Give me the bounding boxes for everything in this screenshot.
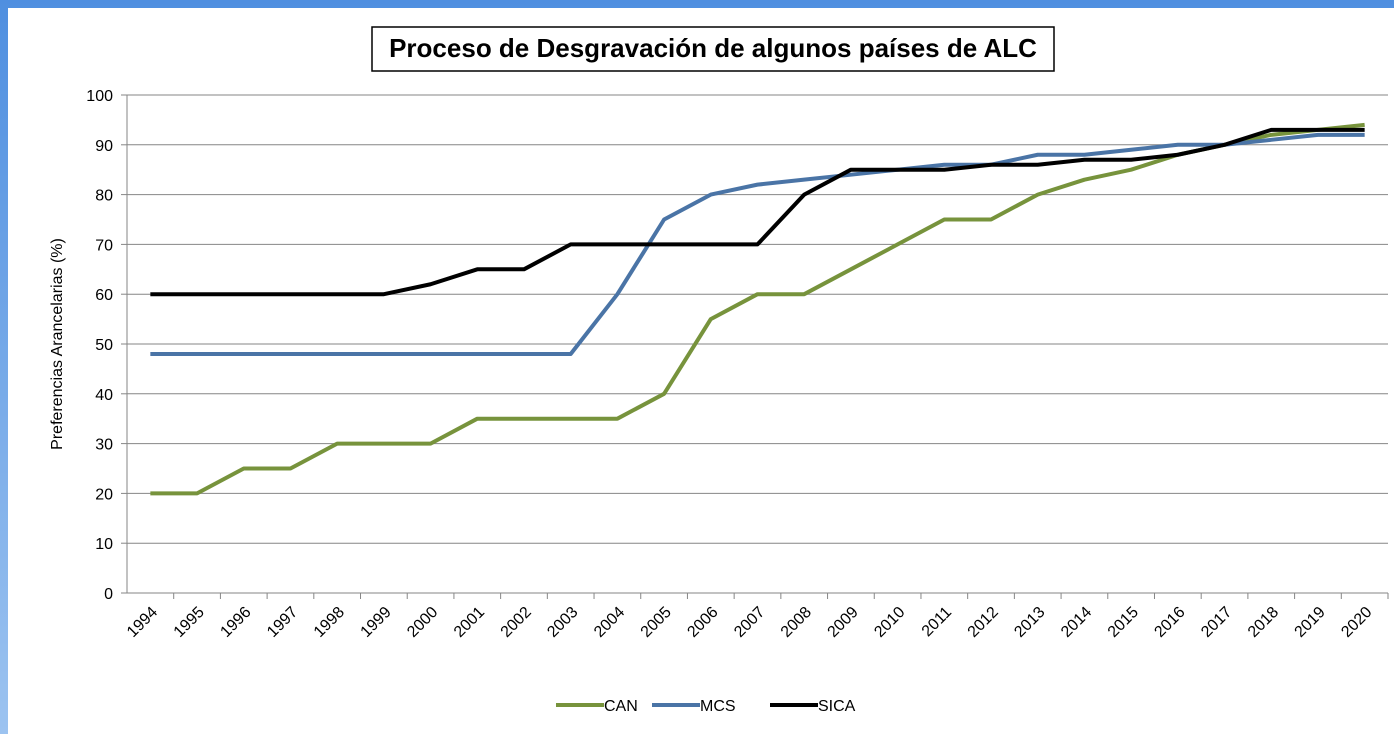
legend-label: MCS (700, 698, 736, 715)
y-tick-label: 100 (86, 88, 113, 105)
y-tick-label: 50 (95, 337, 113, 354)
y-tick-label: 30 (95, 437, 113, 454)
y-tick-label: 70 (95, 237, 113, 254)
y-tick-label: 0 (104, 586, 113, 603)
series-line (150, 122, 1365, 496)
y-tick-label: 40 (95, 387, 113, 404)
chart-area (8, 8, 1394, 734)
title-box (371, 26, 1055, 72)
chart-title: Proceso de Desgravación de algunos paíse… (389, 33, 1037, 63)
y-tick-label: 10 (95, 536, 113, 553)
legend-label: CAN (604, 698, 638, 715)
y-tick-label: 20 (95, 486, 113, 503)
series-line (150, 132, 1365, 356)
y-tick-label: 80 (95, 188, 113, 205)
y-tick-label: 60 (95, 287, 113, 304)
y-axis-label: Preferencias Arancelarias (%) (49, 238, 66, 450)
y-tick-label: 90 (95, 138, 113, 155)
series-line (150, 127, 1365, 297)
legend-label: SICA (818, 698, 856, 715)
